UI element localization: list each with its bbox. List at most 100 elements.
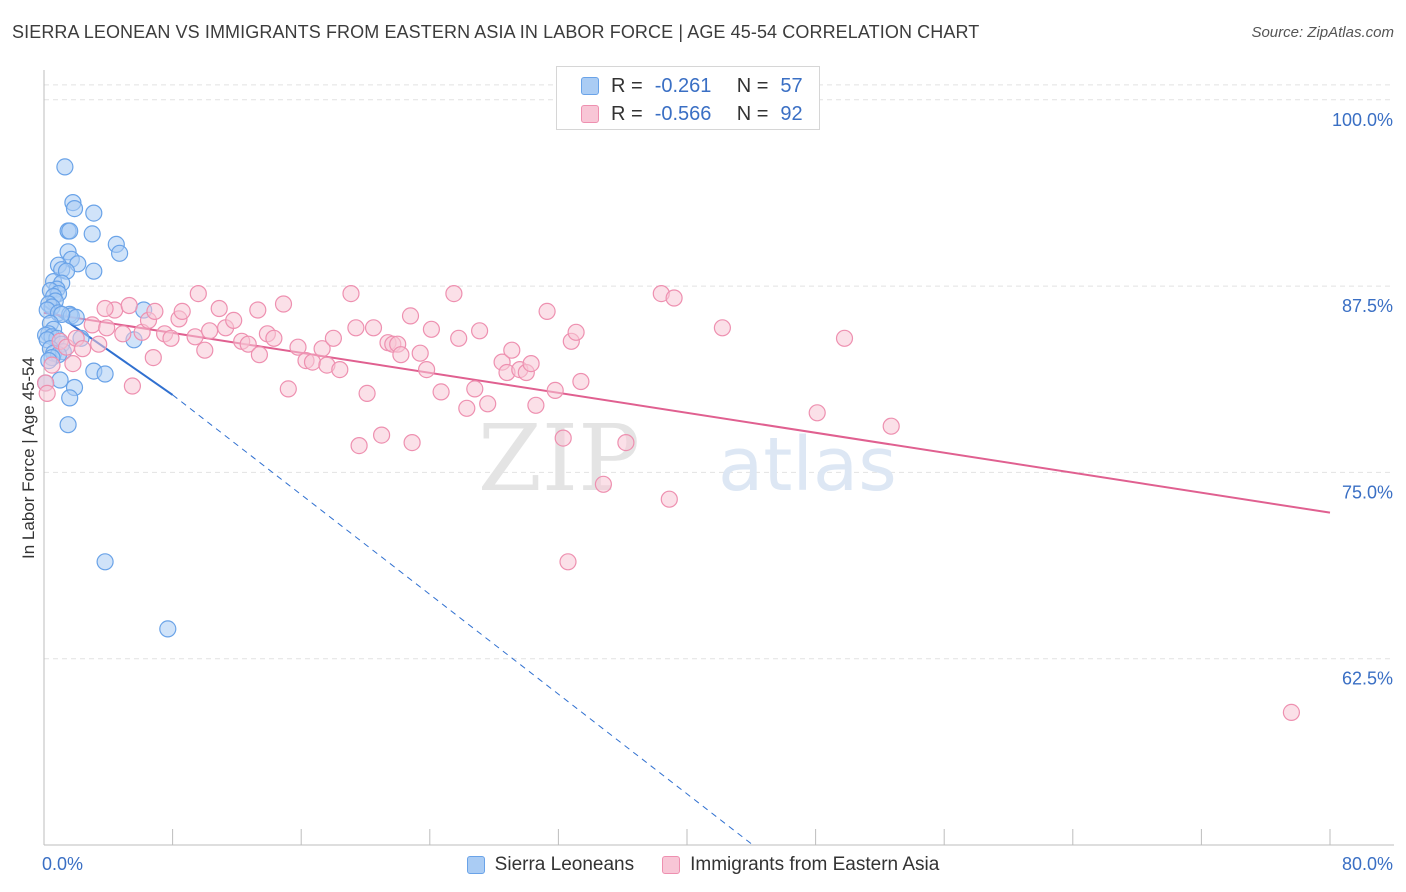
point-sierra-leonean <box>96 553 114 571</box>
series-legend: Sierra Leoneans Immigrants from Eastern … <box>0 851 1406 879</box>
n-label: N = <box>736 102 769 125</box>
point-eastern-asia <box>835 329 854 347</box>
point-eastern-asia <box>594 475 613 493</box>
point-sierra-leonean <box>65 200 84 218</box>
legend-label: Sierra Leoneans <box>494 854 635 875</box>
point-eastern-asia <box>201 322 219 340</box>
point-sierra-leonean <box>96 365 114 383</box>
point-sierra-leonean <box>59 416 77 434</box>
y-tick-label: 100.0% <box>1332 110 1393 130</box>
point-eastern-asia <box>120 296 138 315</box>
legend-swatch-blue <box>466 856 485 874</box>
point-eastern-asia <box>347 319 365 337</box>
point-eastern-asia <box>418 361 436 379</box>
point-eastern-asia <box>289 338 307 356</box>
y-tick-label: 62.5% <box>1342 669 1393 689</box>
y-tick-labels: 100.0% 87.5% 75.0% 62.5% <box>1332 110 1393 689</box>
point-sierra-leonean <box>110 244 129 262</box>
x-tick-label-end: 80.0% <box>1342 854 1393 874</box>
r-value: -0.566 <box>654 102 712 125</box>
point-eastern-asia <box>458 399 476 417</box>
point-eastern-asia <box>546 381 564 399</box>
point-eastern-asia <box>567 323 585 341</box>
point-eastern-asia <box>144 349 162 367</box>
point-eastern-asia <box>808 404 826 422</box>
point-eastern-asia <box>358 384 376 402</box>
point-eastern-asia <box>713 319 732 337</box>
chart-title: SIERRA LEONEAN VS IMMIGRANTS FROM EASTER… <box>12 22 980 42</box>
legend-item-eastern-asia[interactable]: Immigrants from Eastern Asia <box>662 854 939 876</box>
n-value: 92 <box>780 102 803 125</box>
point-eastern-asia <box>422 320 440 338</box>
trend-lines <box>43 304 1331 846</box>
n-value: 57 <box>780 74 803 97</box>
legend-label: Immigrants from Eastern Asia <box>690 854 940 875</box>
legend-item-sierra-leoneans[interactable]: Sierra Leoneans <box>466 854 635 876</box>
point-eastern-asia <box>617 434 635 452</box>
point-sierra-leonean <box>51 371 69 389</box>
axes <box>43 70 1394 846</box>
point-eastern-asia <box>162 329 180 347</box>
y-axis-label: In Labor Force | Age 45-54 <box>19 357 38 559</box>
point-eastern-asia <box>572 372 590 391</box>
r-label: R = <box>611 74 643 97</box>
point-sierra-leonean <box>61 222 79 240</box>
point-eastern-asia <box>98 319 116 337</box>
y-tick-label: 75.0% <box>1342 482 1393 502</box>
point-eastern-asia <box>882 417 900 435</box>
point-sierra-leonean <box>61 389 79 407</box>
point-eastern-asia <box>196 341 214 359</box>
point-eastern-asia <box>279 380 297 398</box>
r-label: R = <box>611 102 643 125</box>
point-sierra-leonean <box>159 620 177 638</box>
point-sierra-leonean <box>83 225 101 243</box>
watermark-atlas: atlas <box>718 422 897 508</box>
trend-line-extension <box>172 394 754 846</box>
point-eastern-asia <box>43 356 61 374</box>
stats-row-sierra-leoneans: R = -0.261 N = 57 <box>581 73 803 99</box>
point-eastern-asia <box>90 335 108 353</box>
point-eastern-asia <box>225 311 243 329</box>
point-sierra-leonean <box>53 305 71 323</box>
point-sierra-leonean <box>67 308 85 326</box>
point-eastern-asia <box>173 302 191 320</box>
point-eastern-asia <box>479 395 497 413</box>
point-eastern-asia <box>210 299 228 318</box>
data-points <box>36 158 1301 722</box>
point-eastern-asia <box>373 426 391 444</box>
stats-row-eastern-asia: R = -0.566 N = 92 <box>581 101 803 127</box>
point-eastern-asia <box>411 344 429 362</box>
point-eastern-asia <box>559 553 577 571</box>
point-eastern-asia <box>83 316 101 334</box>
n-label: N = <box>736 74 769 97</box>
point-eastern-asia <box>324 329 342 347</box>
point-sierra-leonean <box>85 204 103 222</box>
r-value: -0.261 <box>654 74 712 97</box>
point-eastern-asia <box>665 289 683 307</box>
point-eastern-asia <box>450 329 468 347</box>
point-eastern-asia <box>403 434 421 452</box>
point-eastern-asia <box>114 325 132 343</box>
point-eastern-asia <box>265 329 283 347</box>
point-eastern-asia <box>274 295 293 313</box>
point-eastern-asia <box>432 383 450 401</box>
point-eastern-asia <box>527 396 545 414</box>
point-eastern-asia <box>250 346 268 364</box>
point-eastern-asia <box>331 361 349 379</box>
point-eastern-asia <box>350 437 368 455</box>
point-eastern-asia <box>96 299 114 318</box>
point-eastern-asia <box>466 380 484 398</box>
point-eastern-asia <box>303 353 322 371</box>
stats-legend: R = -0.261 N = 57 R = -0.566 N = 92 <box>556 66 820 130</box>
y-tick-label: 87.5% <box>1342 296 1393 316</box>
point-eastern-asia <box>146 302 164 320</box>
point-eastern-asia <box>73 340 92 358</box>
point-eastern-asia <box>660 490 678 508</box>
point-eastern-asia <box>401 307 420 325</box>
point-eastern-asia <box>503 341 521 359</box>
point-eastern-asia <box>313 340 331 358</box>
legend-swatch-pink <box>581 105 599 123</box>
point-eastern-asia <box>392 346 410 364</box>
point-eastern-asia <box>249 301 267 319</box>
point-eastern-asia <box>239 335 257 353</box>
